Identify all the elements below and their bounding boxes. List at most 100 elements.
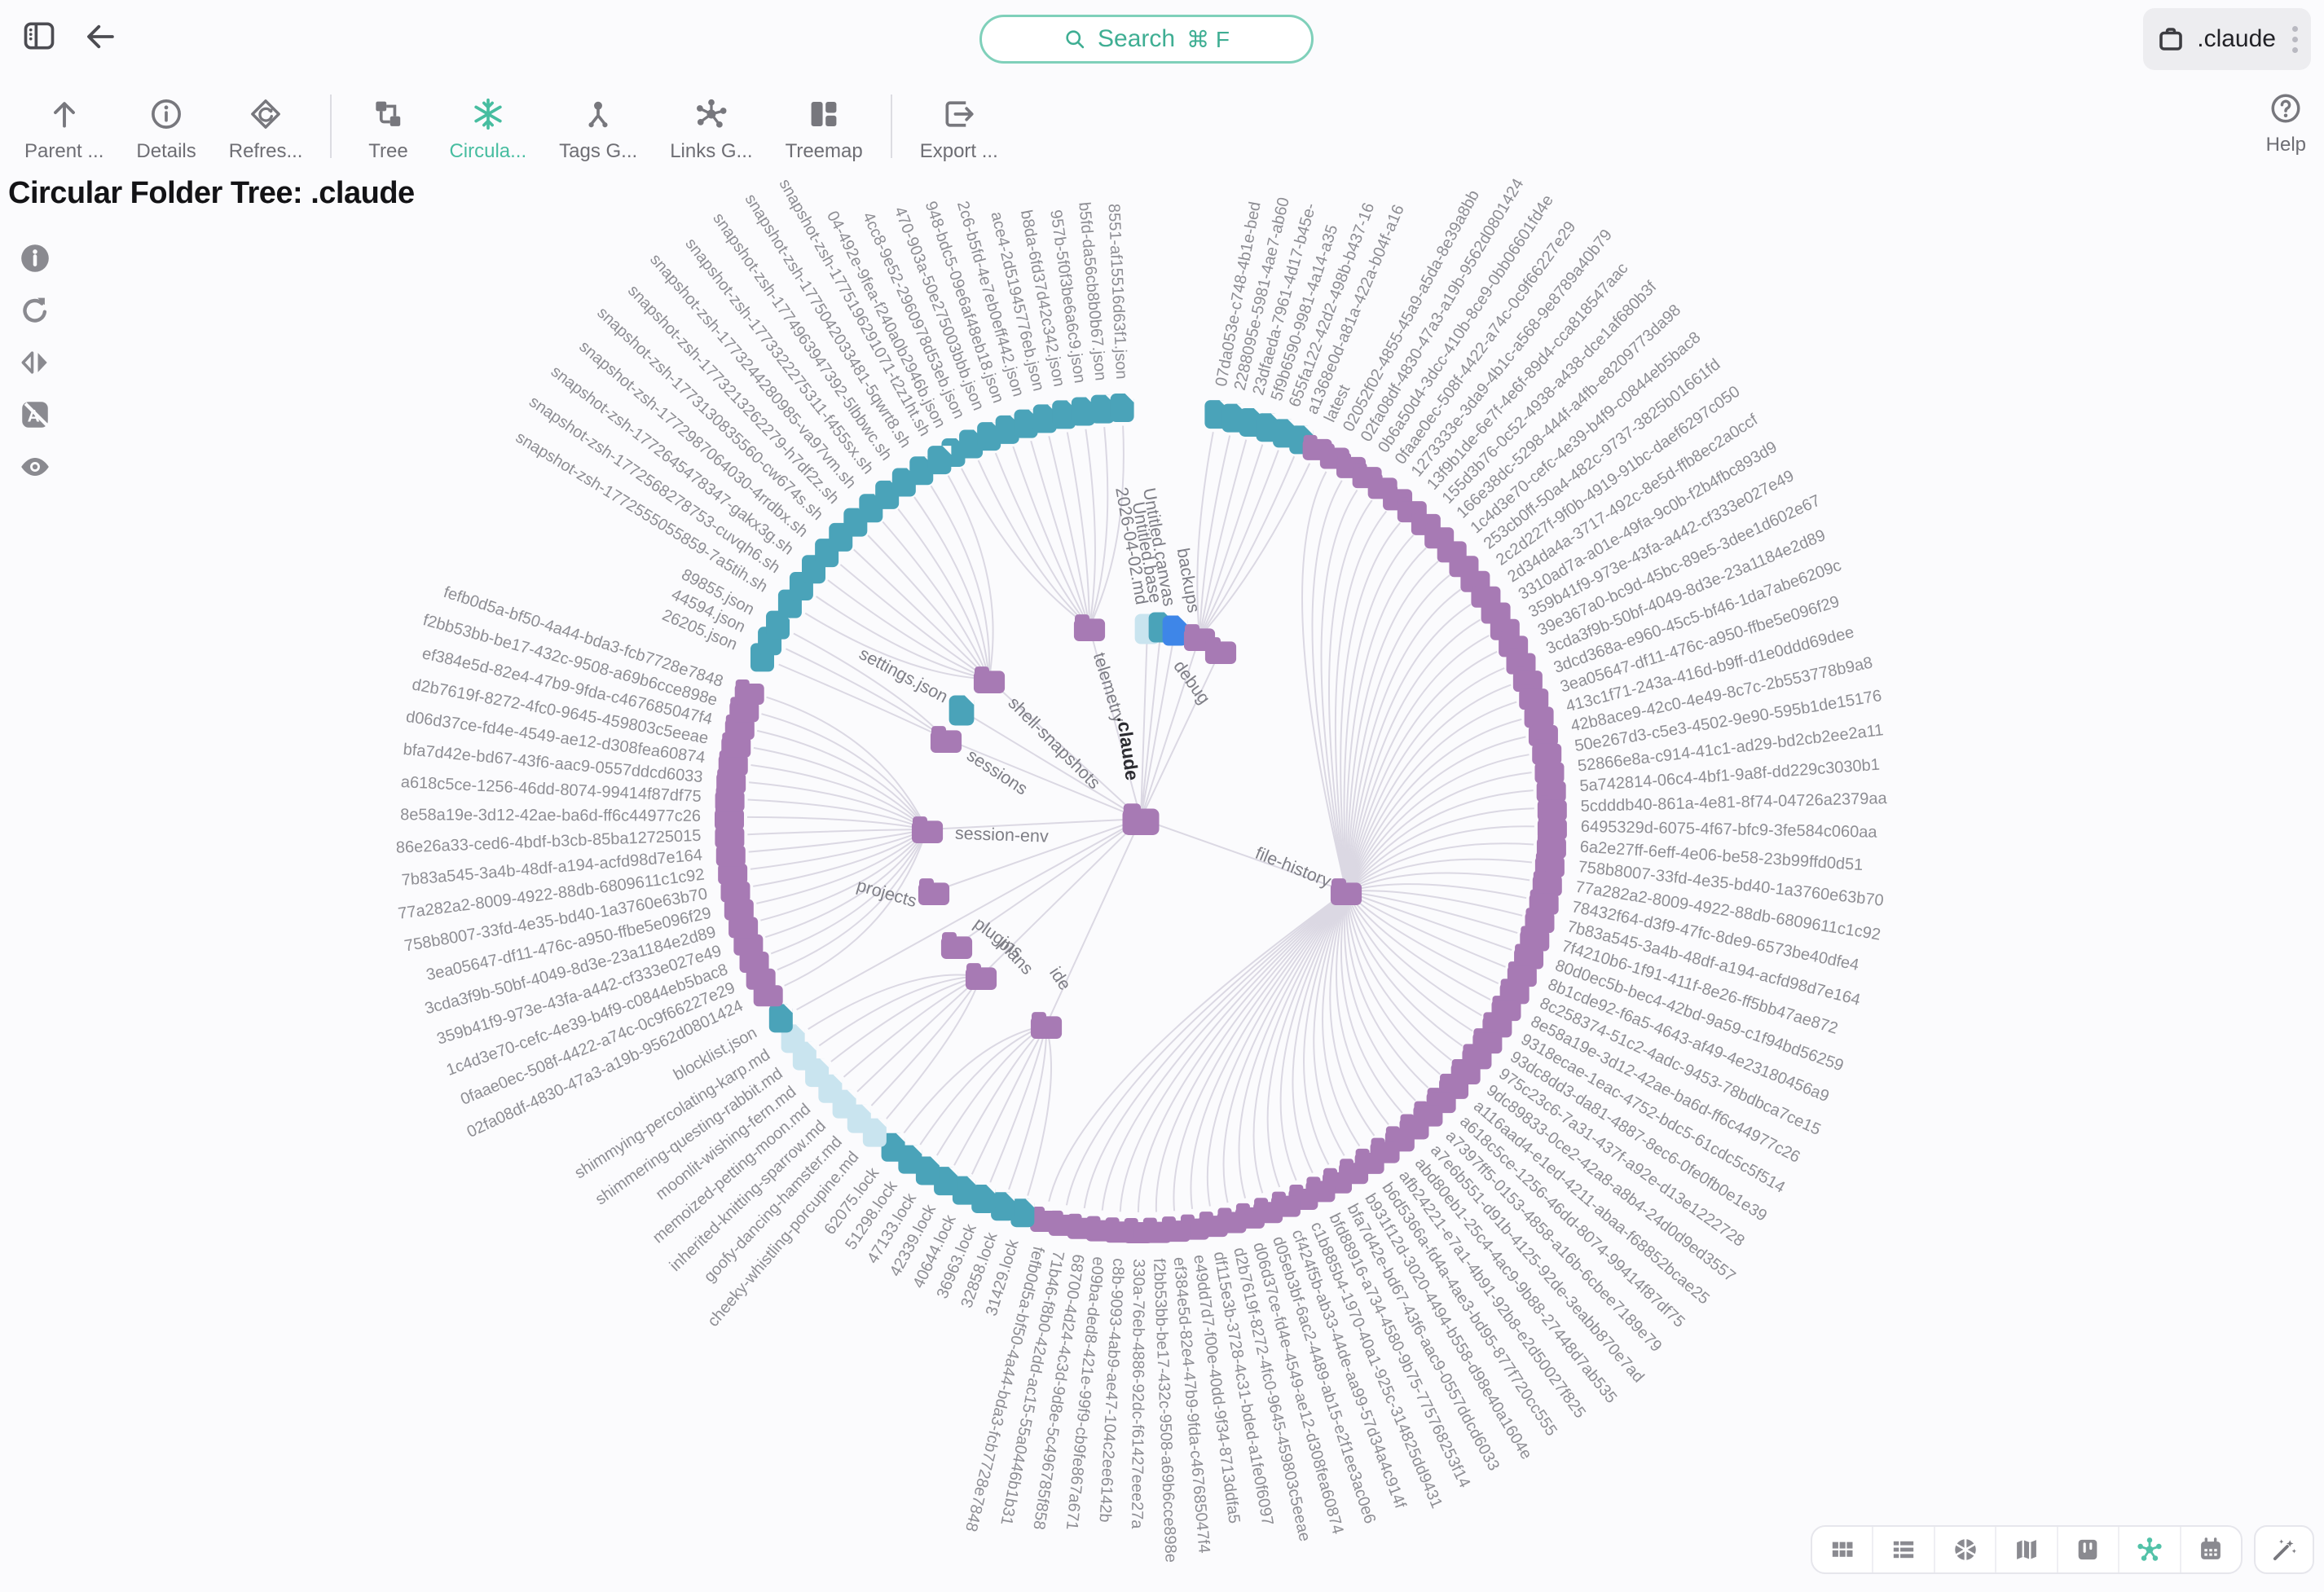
tree-leaf-file[interactable] xyxy=(1010,1198,1035,1228)
leaf-edge xyxy=(1199,450,1279,638)
tree-leaf-folder[interactable] xyxy=(1491,996,1521,1022)
leaf-edge xyxy=(1345,701,1517,892)
tags-graph-label: Tags G... xyxy=(559,140,638,162)
refresh-button[interactable]: Refres... xyxy=(213,91,319,168)
vault-menu-icon[interactable] xyxy=(2292,25,2298,53)
tree-node-file-history[interactable] xyxy=(1330,878,1362,905)
search-input[interactable]: Search ⌘ F xyxy=(979,15,1314,64)
folder-edge xyxy=(1045,818,1142,1026)
view-grid-button[interactable] xyxy=(1812,1527,1874,1572)
leaf-label: 330a-76eb-4886-92dc-f61427eee27a xyxy=(1128,1259,1147,1529)
tree-node-debug[interactable] xyxy=(1204,637,1237,664)
tree-node-ide[interactable] xyxy=(1030,1012,1063,1039)
tree-leaf-folder[interactable] xyxy=(1482,1012,1512,1038)
folder-edge xyxy=(1089,627,1142,820)
tree-leaf-file[interactable] xyxy=(952,1176,976,1205)
help-button[interactable]: Help xyxy=(2266,91,2306,156)
circular-label: Circula... xyxy=(449,140,527,162)
folder-edge xyxy=(1140,627,1162,820)
tree-leaf-file[interactable] xyxy=(934,1167,958,1196)
rotate-button[interactable] xyxy=(18,293,52,328)
links-graph-button[interactable]: Links G... xyxy=(654,91,768,168)
tree-leaf-file[interactable] xyxy=(971,1185,996,1214)
leaf-edge xyxy=(1345,603,1472,892)
leaf-edge xyxy=(1066,432,1090,628)
tree-node-sessions[interactable] xyxy=(930,726,962,753)
tree-leaf-file[interactable] xyxy=(927,446,952,475)
view-graph-network-button[interactable] xyxy=(2119,1527,2181,1572)
leaf-edge xyxy=(1345,574,1450,892)
tree-node-untitled-canvas[interactable] xyxy=(1162,615,1188,646)
export-label: Export ... xyxy=(919,140,998,162)
leaf-edge xyxy=(1345,891,1506,968)
leaf-edge xyxy=(1345,789,1534,892)
folder-edge xyxy=(1140,649,1221,820)
wand-button[interactable] xyxy=(2254,1525,2314,1574)
leaf-edge xyxy=(1252,891,1347,1194)
export-button[interactable]: Export ... xyxy=(904,91,1015,168)
back-arrow-icon[interactable] xyxy=(81,20,119,54)
tree-node-plugins[interactable] xyxy=(940,932,973,959)
leaf-edge xyxy=(1345,635,1490,892)
leaf-edge xyxy=(1301,471,1347,892)
folder-edge xyxy=(1140,818,1347,892)
folder-edge xyxy=(1140,636,1200,820)
circular-button[interactable]: Circula... xyxy=(433,91,543,168)
hide-labels-button[interactable]: A xyxy=(18,398,52,432)
leaf-edge xyxy=(1206,891,1347,1207)
tree-leaf-folder[interactable] xyxy=(1030,1207,1060,1233)
tree-icon xyxy=(376,101,401,126)
flip-horizontal-icon xyxy=(21,351,47,374)
leaf-edge xyxy=(1345,561,1439,892)
view-map-button[interactable] xyxy=(1996,1527,2058,1572)
folder-edge xyxy=(988,679,1142,820)
leaf-edge xyxy=(930,485,991,680)
leaf-edge xyxy=(1345,891,1429,1088)
leaf-edge xyxy=(1313,891,1347,1156)
leaf-edge xyxy=(1199,435,1231,638)
view-kanban-button[interactable] xyxy=(2058,1527,2120,1572)
tree-node-settings[interactable] xyxy=(949,695,975,726)
folder-edge xyxy=(956,818,1142,946)
eye-button[interactable] xyxy=(18,450,52,484)
view-list-button[interactable] xyxy=(1873,1527,1935,1572)
leaf-edge xyxy=(777,829,928,971)
tree-leaf-file[interactable] xyxy=(881,1132,905,1162)
tree-node-session-env[interactable] xyxy=(911,816,944,843)
leaf-edge xyxy=(1303,891,1347,1165)
view-calendar-button[interactable] xyxy=(2181,1527,2241,1572)
leaf-edge xyxy=(808,974,982,1030)
tree-node-shell-snapshots[interactable] xyxy=(973,666,1006,693)
tree-node-plans[interactable] xyxy=(965,963,997,990)
tree-leaf-file[interactable] xyxy=(1110,394,1134,423)
leaf-edge xyxy=(1322,891,1361,1147)
circular-icon xyxy=(474,98,502,130)
tree-leaf-file[interactable] xyxy=(768,1004,793,1033)
tree-button[interactable]: Tree xyxy=(343,91,433,168)
folder-edge xyxy=(1140,628,1148,820)
tree-leaf-folder[interactable] xyxy=(1507,961,1537,987)
details-button[interactable]: Details xyxy=(120,91,212,168)
info-filled-button[interactable] xyxy=(18,241,52,275)
leaf-label: 5cdddb40-861a-4e81-8f74-04726a2379aa xyxy=(1581,789,1888,816)
sidebar-toggle-icon[interactable] xyxy=(21,18,57,54)
tree-leaf-folder[interactable] xyxy=(734,679,764,705)
flip-horizontal-button[interactable] xyxy=(18,345,52,380)
tree-root-folder[interactable] xyxy=(1122,803,1160,835)
vault-chip[interactable]: .claude xyxy=(2143,8,2311,70)
tree-leaf-folder[interactable] xyxy=(1499,979,1530,1005)
refresh-icon xyxy=(251,99,280,129)
rotate-icon xyxy=(23,297,47,323)
tree-leaf-folder[interactable] xyxy=(1506,649,1536,675)
leaf-edge xyxy=(1345,547,1427,892)
tree-leaf-folder[interactable] xyxy=(1367,473,1397,499)
tags-graph-button[interactable]: Tags G... xyxy=(543,91,654,168)
leaf-edge xyxy=(1345,667,1505,892)
parent-button[interactable]: Parent ... xyxy=(8,91,120,168)
tree-leaf-file[interactable] xyxy=(991,1192,1015,1221)
tree-node-telemetry[interactable] xyxy=(1073,614,1106,641)
tree-node-projects[interactable] xyxy=(918,878,950,905)
leaf-edge xyxy=(1238,891,1347,1198)
view-aperture-button[interactable] xyxy=(1935,1527,1997,1572)
treemap-button[interactable]: Treemap xyxy=(769,91,879,168)
